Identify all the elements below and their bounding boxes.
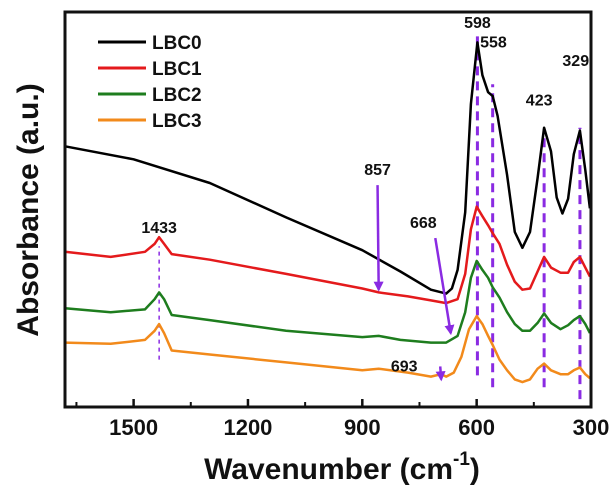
annotation-arrows bbox=[373, 185, 455, 382]
peak-label-558: 558 bbox=[480, 35, 507, 52]
x-axis-title-superscript: -1 bbox=[453, 449, 470, 470]
legend-label-lbc3: LBC3 bbox=[152, 111, 202, 132]
annotation-arrow-857 bbox=[373, 185, 384, 292]
legend: LBC0 LBC1 LBC2 LBC3 bbox=[98, 33, 202, 132]
x-tick-label-1500: 1500 bbox=[109, 415, 158, 440]
series-line-lbc0 bbox=[64, 41, 592, 295]
x-axis-title-close: ) bbox=[470, 453, 480, 486]
peak-labels: 1433 598 558 423 329 857 668 693 bbox=[141, 15, 589, 376]
peak-label-857: 857 bbox=[364, 162, 391, 179]
x-tick-label-900: 900 bbox=[344, 415, 381, 440]
x-tick-label-600: 600 bbox=[458, 415, 495, 440]
plot-area-frame bbox=[63, 10, 593, 409]
annotation-arrow-668 bbox=[434, 237, 455, 336]
peak-label-693: 693 bbox=[391, 358, 418, 375]
spectra-series bbox=[64, 41, 592, 384]
series-line-lbc1 bbox=[64, 205, 592, 305]
x-axis-ticks: 1500 1200 900 600 300 bbox=[75, 399, 610, 440]
legend-label-lbc2: LBC2 bbox=[152, 85, 202, 106]
y-axis-title: Absorbance (a.u.) bbox=[12, 83, 45, 336]
series-line-lbc2 bbox=[64, 259, 592, 344]
peak-label-668: 668 bbox=[410, 215, 437, 232]
legend-label-lbc0: LBC0 bbox=[152, 33, 202, 54]
reference-lines bbox=[158, 34, 582, 400]
peak-label-1433: 1433 bbox=[141, 220, 177, 237]
peak-label-598: 598 bbox=[464, 15, 491, 32]
x-tick-label-300: 300 bbox=[573, 415, 610, 440]
x-axis-title-main: Wavenumber (cm bbox=[204, 453, 453, 486]
annotation-arrow-693 bbox=[435, 366, 446, 382]
peak-label-423: 423 bbox=[526, 93, 553, 110]
x-axis-title: Wavenumber (cm-1) bbox=[204, 449, 480, 486]
peak-label-329: 329 bbox=[562, 53, 589, 70]
legend-label-lbc1: LBC1 bbox=[152, 59, 202, 80]
series-line-lbc3 bbox=[64, 314, 591, 384]
x-tick-label-1200: 1200 bbox=[223, 415, 272, 440]
